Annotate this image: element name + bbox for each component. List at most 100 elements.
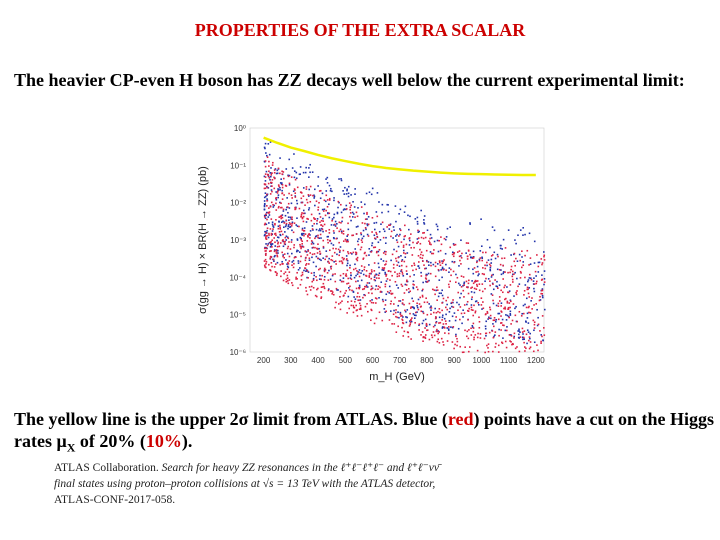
blue-point — [263, 196, 266, 199]
red-point — [431, 336, 434, 339]
red-point — [268, 165, 270, 167]
red-point — [309, 252, 312, 254]
x-tick-label: 1200 — [527, 356, 545, 365]
red-point — [319, 216, 322, 218]
red-point — [492, 299, 494, 302]
blue-point — [533, 262, 536, 264]
red-point — [275, 209, 278, 211]
blue-point — [444, 252, 447, 255]
blue-point — [269, 141, 272, 143]
blue-point — [342, 277, 345, 279]
red-point — [412, 269, 414, 272]
blue-point — [492, 323, 494, 325]
blue-point — [299, 267, 301, 269]
red-point — [379, 291, 382, 293]
red-point — [409, 275, 411, 278]
red-point — [347, 252, 350, 255]
red-point — [270, 174, 273, 176]
red-point — [287, 202, 290, 205]
red-point — [500, 310, 503, 313]
red-point — [317, 287, 319, 290]
red-point — [419, 296, 422, 299]
blue-point — [441, 289, 443, 292]
blue-point — [432, 263, 435, 266]
red-point — [384, 285, 387, 288]
red-point — [316, 288, 318, 291]
red-point — [453, 252, 456, 254]
red-point — [275, 249, 278, 251]
red-point — [483, 337, 486, 340]
red-point — [503, 324, 505, 327]
red-point — [264, 187, 267, 190]
blue-point — [264, 142, 267, 145]
blue-point — [536, 324, 539, 327]
red-point — [297, 287, 299, 289]
blue-point — [509, 312, 512, 315]
red-point — [497, 344, 500, 347]
red-point — [540, 258, 543, 260]
red-point — [327, 241, 329, 244]
blue-point — [285, 259, 287, 261]
blue-point — [438, 316, 441, 319]
red-point — [401, 302, 404, 304]
red-point — [279, 172, 281, 175]
red-point — [491, 294, 494, 296]
red-point — [486, 344, 488, 347]
red-point — [411, 264, 413, 267]
red-point — [473, 338, 475, 341]
red-point — [444, 320, 447, 322]
red-point — [371, 292, 373, 295]
blue-point — [265, 152, 267, 154]
red-point — [411, 317, 413, 319]
red-point — [357, 243, 360, 246]
red-point — [316, 252, 319, 254]
blue-point — [381, 269, 384, 271]
red-point — [389, 302, 392, 305]
blue-point — [523, 338, 525, 340]
blue-point — [368, 248, 371, 250]
red-point — [288, 222, 291, 224]
red-point — [364, 305, 367, 308]
blue-point — [357, 280, 359, 282]
blue-point — [308, 195, 310, 197]
red-point — [273, 176, 275, 179]
blue-point — [513, 335, 516, 338]
blue-point — [344, 186, 346, 189]
blue-point — [514, 239, 516, 241]
red-point — [283, 194, 285, 196]
blue-point — [477, 274, 479, 277]
red-point — [498, 300, 501, 302]
blue-point — [382, 228, 385, 230]
x-tick-label: 400 — [311, 356, 325, 365]
blue-point — [411, 297, 413, 300]
red-point — [291, 282, 293, 284]
red-point — [472, 282, 475, 285]
red-point — [347, 277, 350, 280]
red-point — [400, 260, 403, 263]
blue-point — [397, 304, 400, 307]
red-point — [294, 206, 296, 209]
blue-point — [279, 182, 282, 184]
red-point — [312, 246, 315, 249]
red-point — [300, 247, 302, 250]
red-point — [358, 295, 361, 298]
red-point — [436, 289, 439, 291]
red-point — [299, 243, 301, 246]
blue-point — [319, 228, 321, 230]
red-point — [410, 338, 412, 340]
red-point — [277, 184, 280, 186]
blue-point — [392, 226, 395, 228]
blue-point — [427, 261, 430, 263]
red-point — [370, 309, 373, 312]
red-point — [301, 240, 303, 243]
red-point — [302, 230, 305, 232]
red-point — [356, 270, 358, 272]
blue-point — [502, 337, 504, 339]
blue-point — [264, 230, 266, 233]
blue-point — [371, 187, 374, 190]
red-point — [288, 182, 291, 185]
red-point — [286, 247, 289, 250]
red-point — [300, 216, 302, 218]
blue-point — [337, 289, 339, 291]
red-point — [509, 340, 511, 342]
